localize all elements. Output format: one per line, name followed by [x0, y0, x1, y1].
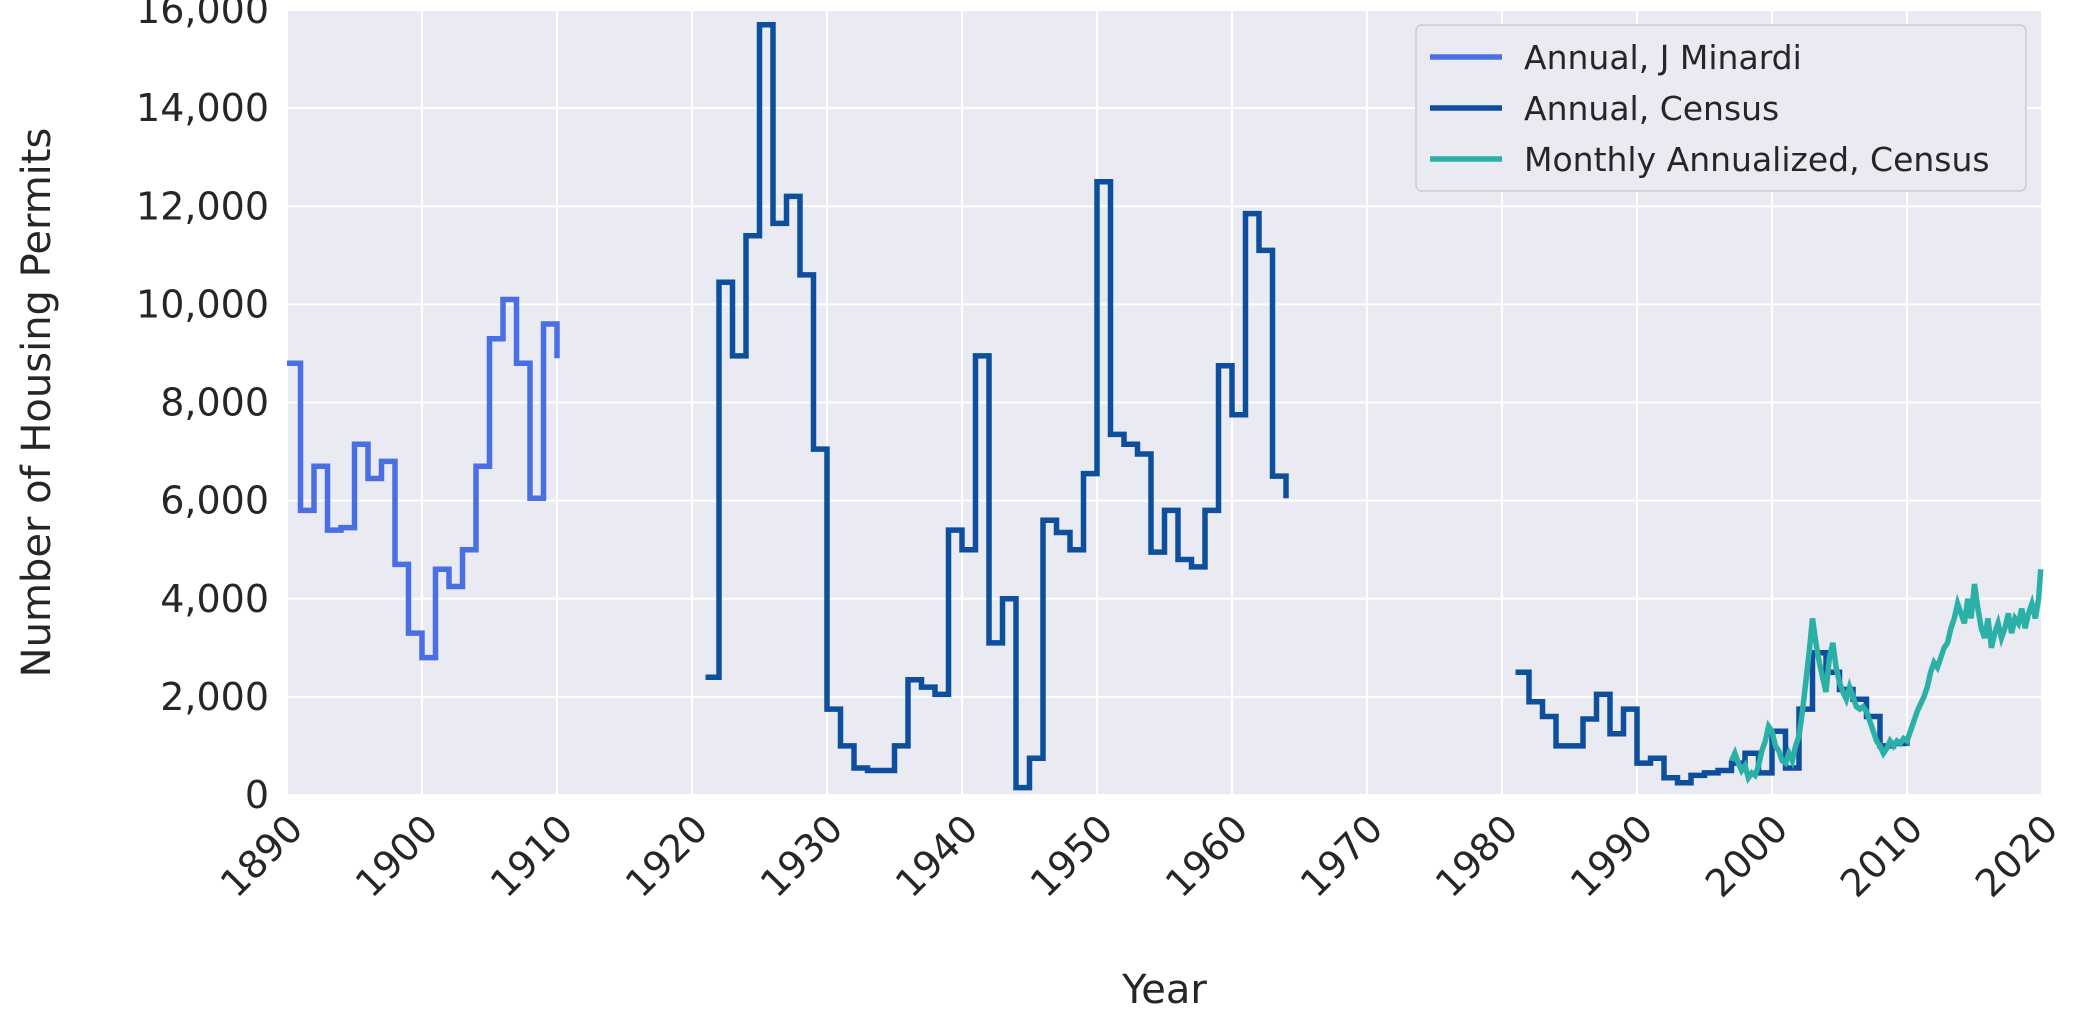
- y-tick-label: 16,000: [136, 0, 269, 32]
- y-axis-ticks: 0 2,000 4,000 6,000 8,000 10,000 12,000 14,000 1…: [136, 0, 269, 817]
- grid: [286, 9, 2043, 796]
- x-tick-label: 1890: [212, 806, 312, 906]
- x-tick-label: 1900: [347, 806, 447, 906]
- x-tick-label: 1910: [482, 806, 582, 906]
- y-tick-label: 6,000: [160, 479, 269, 523]
- x-tick-label: 2000: [1697, 806, 1797, 906]
- series-line-annual-j-minardi: [287, 296, 560, 661]
- y-tick-label: 8,000: [160, 381, 269, 425]
- y-tick-label: 2,000: [160, 675, 269, 719]
- legend: Annual, J Minardi Annual, Census Monthly…: [1415, 24, 2027, 192]
- legend-label-annual-j-minardi: Annual, J Minardi: [1524, 38, 1802, 77]
- x-tick-label: 1940: [887, 806, 987, 906]
- y-tick-label: 0: [245, 773, 269, 817]
- legend-label-monthly-annualized-census: Monthly Annualized, Census: [1524, 140, 1990, 179]
- x-tick-label: 1930: [752, 806, 852, 906]
- y-tick-label: 12,000: [136, 184, 269, 228]
- x-tick-label: 2010: [1832, 806, 1932, 906]
- x-axis-ticks: 1890 1900 1910 1920 1930 1940 1950 1960 1970 1980…: [212, 806, 2067, 906]
- legend-label-annual-census: Annual, Census: [1524, 89, 1779, 128]
- x-tick-label: 1990: [1562, 806, 1662, 906]
- y-tick-label: 10,000: [136, 282, 269, 326]
- y-tick-label: 14,000: [136, 86, 269, 130]
- series-line-monthly-annualized-census: [1729, 569, 2044, 785]
- x-tick-label: 1980: [1427, 806, 1527, 906]
- x-tick-label: 2020: [1967, 806, 2067, 906]
- x-tick-label: 1970: [1292, 806, 1392, 906]
- series-line-annual-census: [705, 21, 1289, 791]
- series-layer: [287, 21, 2044, 791]
- x-tick-label: 1920: [617, 806, 717, 906]
- x-axis-label: Year: [1121, 967, 1207, 1010]
- x-tick-label: 1950: [1022, 806, 1122, 906]
- x-tick-label: 1960: [1157, 806, 1257, 906]
- y-tick-label: 4,000: [160, 577, 269, 621]
- legend-box: [1415, 24, 2027, 192]
- y-axis-label: Number of Housing Permits: [14, 128, 60, 678]
